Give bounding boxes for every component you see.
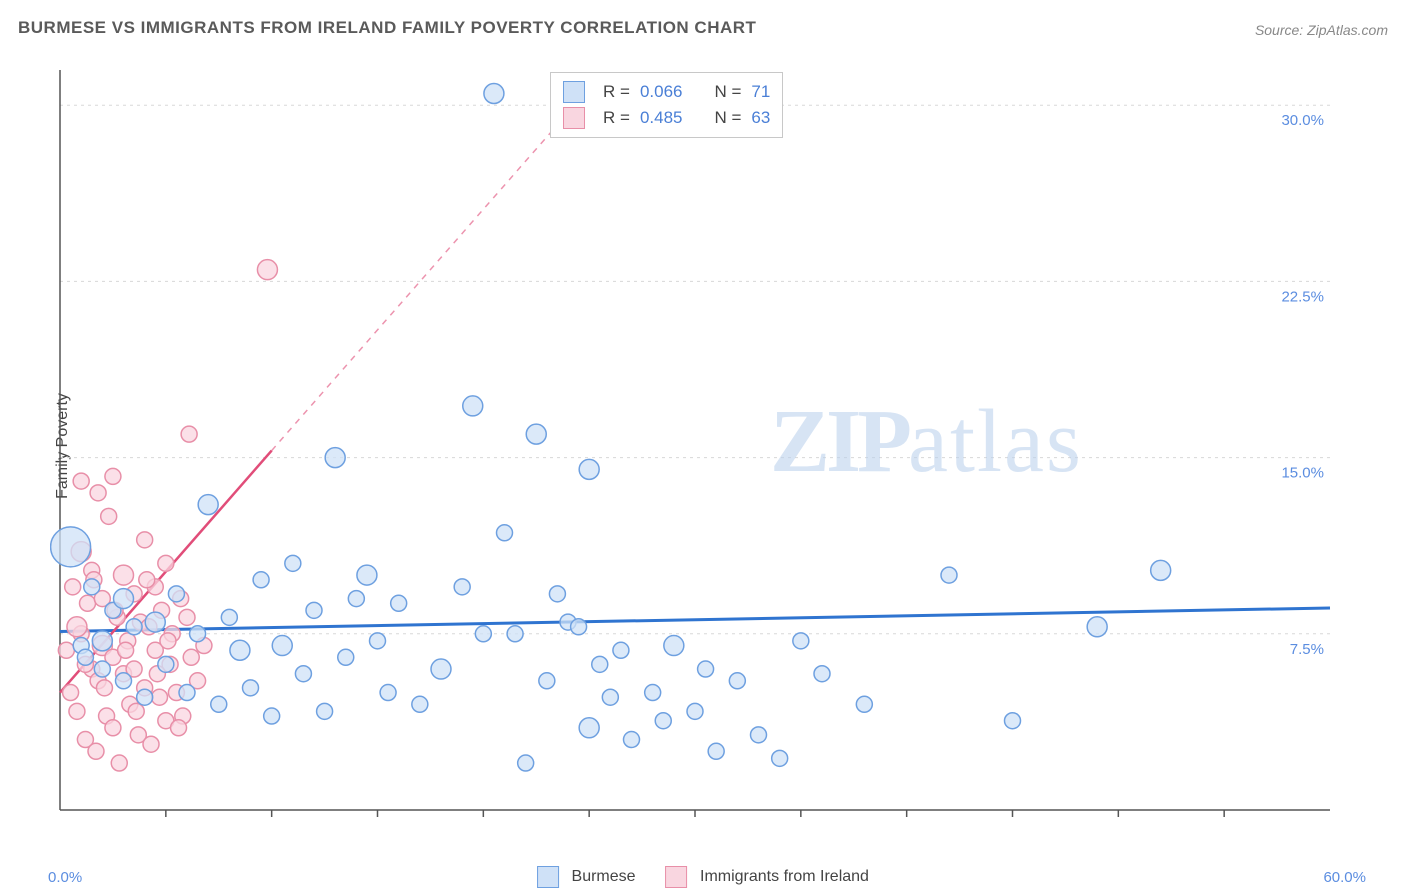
x-axis-max-label: 60.0% [1323,869,1366,886]
swatch-burmese-icon [537,866,559,888]
n-label: N = [714,108,741,128]
n-label: N = [714,82,741,102]
legend-row-burmese: R = 0.066 N = 71 [563,79,770,105]
legend-label-burmese: Burmese [572,868,636,885]
svg-text:15.0%: 15.0% [1281,465,1324,482]
x-axis-min-label: 0.0% [48,869,82,886]
n-value-burmese: 71 [751,82,770,102]
r-label: R = [603,82,630,102]
legend-item-ireland: Immigrants from Ireland [666,866,869,888]
correlation-legend: R = 0.066 N = 71 R = 0.485 N = 63 [550,72,783,138]
r-label: R = [603,108,630,128]
source-credit: Source: ZipAtlas.com [1255,22,1388,38]
source-prefix: Source: [1255,22,1307,38]
scatter-chart: 7.5% 15.0% 22.5% 30.0% [50,60,1350,835]
legend-label-ireland: Immigrants from Ireland [700,868,869,885]
legend-item-burmese: Burmese [537,866,635,888]
svg-text:22.5%: 22.5% [1281,288,1324,305]
r-value-burmese: 0.066 [640,82,683,102]
chart-area: 7.5%15.0%22.5%30.0% ZIPatlas R = 0.066 N… [50,60,1350,835]
n-value-ireland: 63 [751,108,770,128]
swatch-ireland-icon [563,107,585,129]
swatch-ireland-icon [666,866,688,888]
series-legend: Burmese Immigrants from Ireland [537,866,869,888]
legend-row-ireland: R = 0.485 N = 63 [563,105,770,131]
swatch-burmese-icon [563,81,585,103]
r-value-ireland: 0.485 [640,108,683,128]
source-name: ZipAtlas.com [1307,22,1388,38]
chart-title: BURMESE VS IMMIGRANTS FROM IRELAND FAMIL… [18,18,756,38]
svg-text:7.5%: 7.5% [1290,641,1324,658]
svg-text:30.0%: 30.0% [1281,112,1324,129]
